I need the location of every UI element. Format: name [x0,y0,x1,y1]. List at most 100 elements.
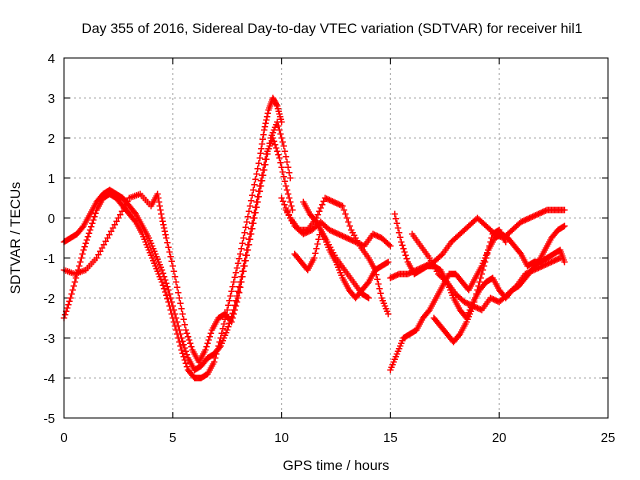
data-point [226,297,233,304]
data-point [172,278,180,286]
data-point [90,216,97,224]
data-point [561,206,568,214]
data-point [274,118,281,126]
data-point [526,214,533,222]
data-point [77,258,84,266]
data-point [175,322,182,330]
data-point [417,264,425,272]
data-point [187,340,194,347]
data-point [300,230,307,238]
data-point [159,218,166,225]
data-point [170,306,178,314]
data-point [170,268,178,275]
data-point [540,262,548,269]
data-point [238,278,245,286]
data-point [65,301,72,308]
data-point [520,217,528,224]
data-point [163,292,170,299]
data-point [276,126,283,134]
data-point [115,214,122,222]
data-point [317,204,324,212]
data-point [263,113,271,120]
data-point [72,274,80,282]
data-point [545,260,552,267]
data-point [270,138,278,145]
data-point [538,263,545,270]
data-point [352,238,359,246]
data-point [332,229,339,236]
data-point [67,294,74,302]
data-point [157,206,164,214]
data-point [455,332,463,339]
data-point [253,170,260,178]
data-point [83,236,91,244]
data-point [423,262,430,269]
data-point [279,138,286,146]
data-point [263,156,270,163]
data-point [173,318,181,326]
data-point [474,304,481,312]
data-point [161,288,169,296]
data-point [538,209,545,216]
data-point [466,301,474,308]
data-point [238,245,245,252]
data-point [102,238,109,245]
data-point [244,246,252,254]
data-point [240,268,247,275]
data-point [164,239,171,246]
data-point [202,346,209,354]
data-point [107,228,115,235]
data-point [482,254,490,262]
data-point [364,280,371,287]
data-point [249,225,256,232]
data-point [177,300,184,307]
data-point [407,269,414,276]
data-point [177,330,184,338]
data-point [530,212,538,220]
data-point [160,224,168,232]
data-point [399,242,406,249]
data-point [206,333,213,340]
data-point [229,314,236,322]
data-point [272,144,280,152]
data-point [225,302,232,309]
data-point [316,208,323,215]
data-point [419,264,426,271]
data-point [124,198,131,205]
data-point [278,134,285,142]
data-point [383,259,391,266]
x-tick-label: 10 [274,430,288,445]
data-point [350,238,358,245]
data-point [159,282,167,289]
data-point [233,264,241,272]
data-point [487,238,494,246]
y-tick-label: -1 [43,251,55,266]
data-point [374,232,381,240]
data-point [173,284,181,291]
data-point [337,202,345,209]
data-point [254,198,261,206]
data-point [488,295,496,302]
data-point [442,277,449,284]
data-point [462,299,470,306]
data-point [288,202,295,210]
data-point [185,336,193,344]
data-point [345,218,352,226]
data-point [252,209,259,216]
data-point [233,298,241,306]
data-point [188,343,195,350]
data-point [343,234,351,242]
data-point [241,262,248,270]
data-point [70,282,77,290]
data-point [470,298,478,306]
data-point [517,218,525,226]
data-point [264,150,271,158]
data-point [79,250,86,258]
data-point [342,234,349,241]
y-tick-label: -3 [43,331,55,346]
data-point [481,258,489,266]
data-point [249,192,256,199]
data-point [159,270,167,277]
data-point [376,285,383,292]
data-point [519,218,526,225]
